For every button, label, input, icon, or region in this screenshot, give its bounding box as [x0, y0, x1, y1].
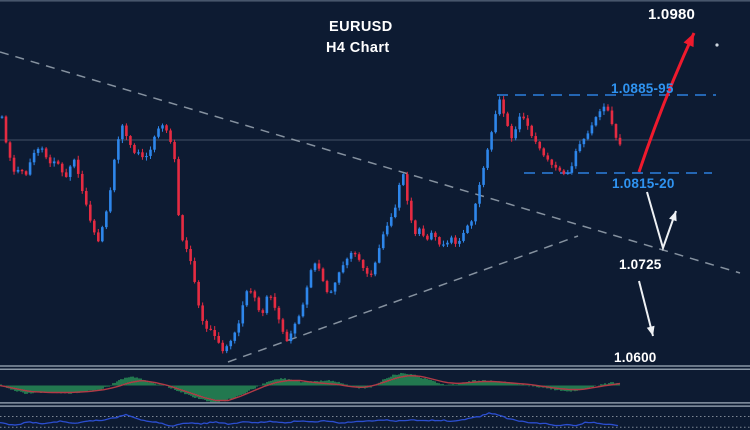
symbol-title: EURUSD [329, 19, 393, 35]
ascending-trendline [227, 235, 579, 363]
bear-target-label: 1.0600 [614, 350, 657, 365]
macd-histogram [0, 373, 620, 402]
bull-target-label: 1.0980 [648, 6, 696, 23]
macd-signal-line [0, 374, 621, 402]
resistance-zone-label: 1.0885-95 [611, 81, 674, 96]
pullback-v-arrow [646, 191, 677, 252]
oscillator-line [0, 412, 619, 427]
candlesticks [0, 96, 622, 354]
window-top-edge [0, 0, 750, 2]
bull-projection-arrow [637, 32, 696, 173]
descending-trendline [0, 51, 741, 274]
annotation-dot [715, 43, 719, 47]
support-zone-label: 1.0815-20 [612, 176, 675, 191]
arrowhead [683, 33, 694, 48]
arrowhead [646, 325, 655, 336]
arrowhead [669, 211, 677, 222]
breakdown-level-label: 1.0725 [619, 257, 662, 272]
timeframe-title: H4 Chart [326, 40, 390, 56]
